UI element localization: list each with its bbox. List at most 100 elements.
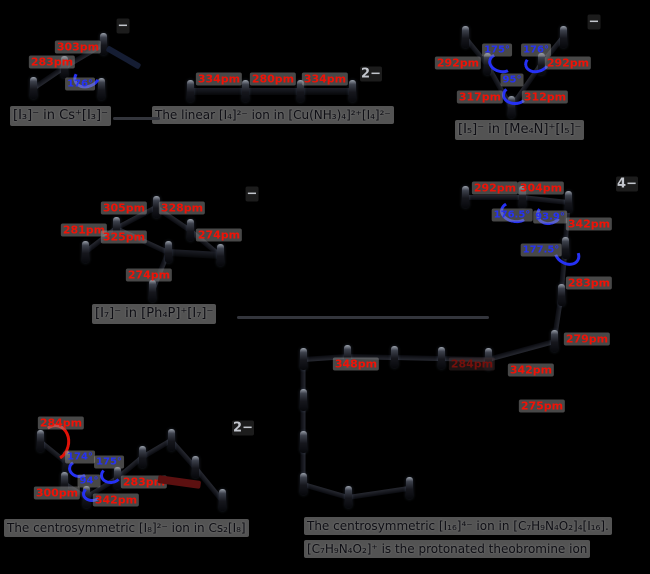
figure-line <box>113 116 160 120</box>
bond-length-label: 328pm <box>158 201 206 215</box>
bond-angle-label: 176° <box>65 77 95 91</box>
figure-line <box>105 45 142 70</box>
iodine-atom <box>518 186 526 208</box>
iodine-atom <box>344 486 352 508</box>
iodine-atom <box>241 80 249 102</box>
iodine-atom <box>405 477 413 499</box>
figure-line <box>237 315 489 319</box>
ion-charge-label: − <box>116 18 130 34</box>
iodine-atom <box>36 430 44 452</box>
bond-line <box>393 354 442 361</box>
iodine-atom <box>81 241 89 263</box>
bond-length-label: 274pm <box>195 228 243 242</box>
bond-length-label: 284pm <box>448 357 496 371</box>
iodine-atom <box>550 330 558 352</box>
iodine-atom <box>186 80 194 102</box>
bond-length-label: 334pm <box>195 72 243 86</box>
iodine-atom <box>138 446 146 468</box>
iodine-atom <box>216 244 224 266</box>
bond-length-label: 292pm <box>434 56 482 70</box>
bond-angle-label: 174° <box>65 450 95 464</box>
iodine-atom <box>348 80 356 102</box>
iodine-atom <box>112 217 120 239</box>
bond-line <box>245 87 300 95</box>
ion-charge-label: − <box>587 14 601 30</box>
bond-angle-label: 93.9° <box>533 210 567 224</box>
ion-charge-label: 4− <box>616 176 638 192</box>
bond-length-label: 275pm <box>518 399 566 413</box>
structure-caption: [C₇H₉N₄O₂]⁺ is the protonated theobromin… <box>304 540 591 559</box>
bond-length-label: 317pm <box>456 90 504 104</box>
iodine-atom <box>62 451 70 473</box>
ion-charge-label: 2− <box>232 420 254 436</box>
iodine-atom <box>299 473 307 495</box>
iodine-atom <box>564 191 572 213</box>
ion-charge-label: − <box>245 186 259 202</box>
iodine-atom <box>167 429 175 451</box>
bond-length-label: 281pm <box>60 223 108 237</box>
bond-length-label: 283pm <box>28 55 76 69</box>
bond-line <box>302 481 349 500</box>
bond-length-label: 284pm <box>37 416 85 430</box>
iodine-atom <box>148 280 156 302</box>
bond-length-label: 312pm <box>521 90 569 104</box>
bond-angle-label: 177.5° <box>520 243 562 257</box>
bond-angle-label: 176.5° <box>491 208 533 222</box>
structure-caption: [I₃]⁻ in Cs⁺[I₃]⁻ <box>10 106 111 126</box>
iodine-atom <box>437 347 445 369</box>
bond-line <box>300 87 352 95</box>
iodine-atom <box>191 456 199 478</box>
iodine-atom <box>29 77 37 99</box>
bond-length-label: 303pm <box>54 40 102 54</box>
structure-caption: The linear [I₄]²⁻ ion in [Cu(NH₃)₄]²⁺[I₄… <box>152 106 394 125</box>
iodine-atom <box>483 53 491 75</box>
bond-length-label: 279pm <box>563 332 611 346</box>
angle-arc-icon <box>502 85 528 105</box>
iodine-atom <box>299 431 307 453</box>
iodine-atom <box>113 467 121 489</box>
bond-length-label: 283pm <box>565 276 613 290</box>
bond-length-label: 280pm <box>249 72 297 86</box>
iodine-atom <box>296 80 304 102</box>
iodine-atom <box>537 53 545 75</box>
bond-length-label: 342pm <box>565 217 613 231</box>
bond-length-label: 348pm <box>332 357 380 371</box>
iodine-atom <box>299 389 307 411</box>
bond-angle-label: 94° <box>77 474 101 488</box>
bond-length-label: 300pm <box>33 486 81 500</box>
iodine-atom <box>507 96 515 118</box>
iodine-atom <box>218 489 226 511</box>
iodine-atom <box>97 78 105 100</box>
iodine-atom <box>559 26 567 48</box>
bond-line <box>465 194 522 200</box>
bond-length-label: 283pm <box>120 475 168 489</box>
bond-length-label: 304pm <box>517 181 565 195</box>
angle-arc-icon <box>82 486 102 502</box>
iodine-atom <box>561 237 569 259</box>
iodine-atom <box>390 346 398 368</box>
bond-length-label: 325pm <box>100 230 148 244</box>
bond-angle-label: 175° <box>94 455 124 469</box>
structure-caption: [I₇]⁻ in [Ph₄P]⁺[I₇]⁻ <box>92 304 217 324</box>
bond-angle-label: 95° <box>500 73 524 87</box>
structure-caption: The centrosymmetric [I₈]²⁻ ion in Cs₂[I₈… <box>4 519 249 538</box>
iodine-atom <box>60 472 68 494</box>
bond-length-label: 292pm <box>471 181 519 195</box>
bond-length-label: 305pm <box>100 201 148 215</box>
iodine-atom <box>186 219 194 241</box>
iodine-atom <box>557 284 565 306</box>
bond-line <box>487 338 555 362</box>
bond-length-label: 342pm <box>92 493 140 507</box>
bond-line <box>347 485 410 500</box>
iodine-atom <box>299 348 307 370</box>
bond-angle-label: 176° <box>521 43 551 57</box>
bond-length-label: 334pm <box>301 72 349 86</box>
iodine-atom <box>152 196 160 218</box>
bond-length-label: 274pm <box>125 268 173 282</box>
iodine-atom <box>99 33 107 55</box>
iodine-atom <box>461 26 469 48</box>
structure-caption: The centrosymmetric [I₁₆]⁴⁻ ion in [C₇H₉… <box>304 517 612 536</box>
bond-angle-label: 175° <box>482 43 512 57</box>
iodine-atom <box>164 241 172 263</box>
